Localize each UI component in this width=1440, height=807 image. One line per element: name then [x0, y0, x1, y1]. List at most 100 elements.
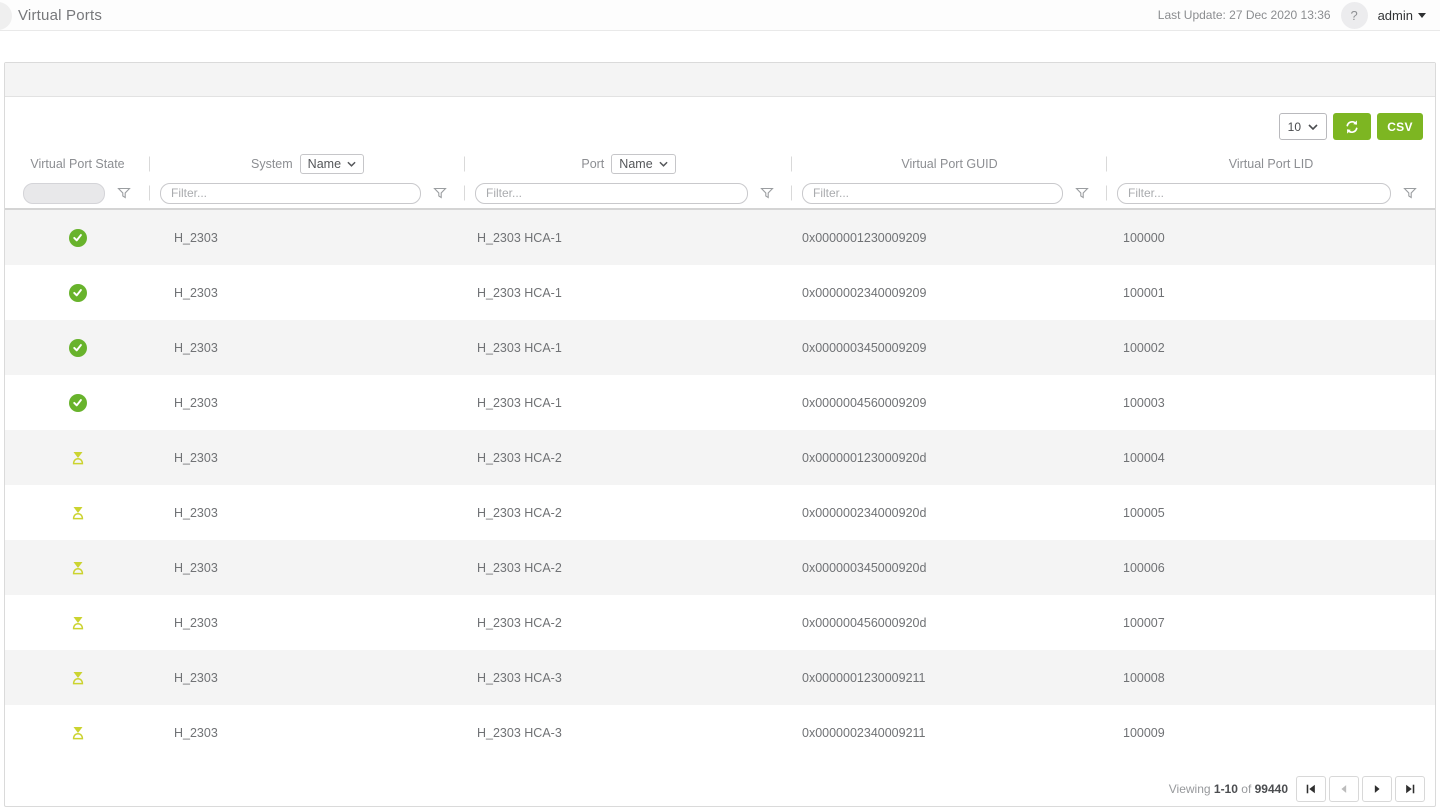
column-header-virtual-port-lid[interactable]: Virtual Port LID — [1228, 157, 1314, 171]
table-row[interactable]: H_2303 H_2303 HCA-1 0x0000002340009209 1… — [5, 265, 1435, 320]
port-cell: H_2303 HCA-2 — [477, 615, 562, 630]
port-cell: H_2303 HCA-2 — [477, 450, 562, 465]
chevron-down-icon — [1418, 12, 1426, 18]
lid-cell: 100008 — [1123, 670, 1165, 685]
port-cell: H_2303 HCA-1 — [477, 285, 562, 300]
port-field-select[interactable]: Name — [611, 154, 676, 174]
last-page-icon — [1406, 784, 1415, 794]
table-row[interactable]: H_2303 H_2303 HCA-2 0x000000345000920d 1… — [5, 540, 1435, 595]
filter-funnel-icon[interactable] — [1075, 187, 1089, 200]
table-header-row: Virtual Port State System Name Port Name… — [5, 150, 1435, 178]
chevron-down-icon — [659, 161, 668, 167]
lid-cell: 100007 — [1123, 615, 1165, 630]
system-cell: H_2303 — [174, 450, 218, 465]
system-cell: H_2303 — [174, 285, 218, 300]
column-header-virtual-port-state[interactable]: Virtual Port State — [5, 150, 150, 178]
table-footer: Viewing 1-10 of 99440 — [5, 760, 1435, 802]
guid-filter-input[interactable] — [802, 182, 1063, 204]
first-page-button[interactable] — [1296, 776, 1326, 802]
guid-cell: 0x0000002340009211 — [802, 725, 926, 740]
system-cell: H_2303 — [174, 340, 218, 355]
question-mark-icon: ? — [1350, 7, 1358, 23]
table-row[interactable]: H_2303 H_2303 HCA-1 0x0000004560009209 1… — [5, 375, 1435, 430]
state-pending-hourglass-icon — [69, 449, 87, 467]
filter-funnel-icon[interactable] — [760, 187, 774, 200]
help-button[interactable]: ? — [1340, 1, 1368, 29]
filter-funnel-icon[interactable] — [117, 187, 131, 200]
guid-cell: 0x000000123000920d — [802, 450, 927, 465]
export-csv-button[interactable]: CSV — [1377, 113, 1423, 140]
filter-cell-port — [465, 178, 792, 208]
lid-cell: 100003 — [1123, 395, 1165, 410]
top-bar: Virtual Ports Last Update: 27 Dec 2020 1… — [0, 0, 1440, 31]
column-header-virtual-port-guid[interactable]: Virtual Port GUID — [792, 150, 1107, 178]
next-page-button[interactable] — [1362, 776, 1392, 802]
filter-funnel-icon[interactable] — [433, 187, 447, 200]
viewing-range: 1-10 — [1213, 782, 1238, 796]
port-cell: H_2303 HCA-3 — [477, 725, 562, 740]
guid-cell: 0x0000001230009211 — [802, 670, 926, 685]
state-pending-hourglass-icon — [69, 724, 87, 742]
system-cell: H_2303 — [174, 230, 218, 245]
system-cell: H_2303 — [174, 670, 218, 685]
lid-filter-input[interactable] — [1117, 182, 1391, 204]
state-pending-hourglass-icon — [69, 669, 87, 687]
system-cell: H_2303 — [174, 725, 218, 740]
first-page-icon — [1306, 784, 1315, 794]
filter-cell-guid — [792, 178, 1107, 208]
guid-cell: 0x0000003450009209 — [802, 340, 927, 355]
filter-cell-state — [5, 178, 150, 208]
lid-cell: 100005 — [1123, 505, 1165, 520]
last-page-button[interactable] — [1395, 776, 1425, 802]
system-field-select[interactable]: Name — [299, 154, 365, 174]
page-title: Virtual Ports — [18, 6, 103, 24]
port-cell: H_2303 HCA-1 — [477, 340, 562, 355]
sidebar-toggle-icon[interactable] — [0, 2, 12, 30]
page-size-select[interactable]: 10 — [1278, 113, 1327, 140]
port-cell: H_2303 HCA-1 — [477, 395, 562, 410]
user-menu[interactable]: admin — [1378, 8, 1426, 23]
lid-cell: 100009 — [1123, 725, 1165, 740]
lid-cell: 100001 — [1123, 285, 1165, 300]
table-row[interactable]: H_2303 H_2303 HCA-3 0x0000002340009211 1… — [5, 705, 1435, 760]
table-row[interactable]: H_2303 H_2303 HCA-1 0x0000001230009209 1… — [5, 210, 1435, 265]
state-active-icon — [68, 228, 87, 247]
column-header-system[interactable]: System Name — [150, 150, 465, 178]
port-cell: H_2303 HCA-2 — [477, 560, 562, 575]
previous-page-icon — [1341, 785, 1347, 793]
guid-cell: 0x0000002340009209 — [802, 285, 927, 300]
table-row[interactable]: H_2303 H_2303 HCA-2 0x000000234000920d 1… — [5, 485, 1435, 540]
next-page-icon — [1374, 785, 1380, 793]
table-row[interactable]: H_2303 H_2303 HCA-1 0x0000003450009209 1… — [5, 320, 1435, 375]
port-filter-input[interactable] — [475, 182, 748, 204]
table-filter-row — [5, 178, 1435, 210]
table-row[interactable]: H_2303 H_2303 HCA-2 0x000000456000920d 1… — [5, 595, 1435, 650]
refresh-button[interactable] — [1333, 113, 1371, 140]
viewing-total: 99440 — [1254, 782, 1288, 796]
table-row[interactable]: H_2303 H_2303 HCA-3 0x0000001230009211 1… — [5, 650, 1435, 705]
previous-page-button[interactable] — [1329, 776, 1359, 802]
state-active-icon — [68, 338, 87, 357]
state-pending-hourglass-icon — [69, 504, 87, 522]
virtual-ports-panel: 10 CSV Virtual Port State System Name Po — [4, 62, 1436, 807]
column-header-port[interactable]: Port Name — [465, 150, 792, 178]
system-cell: H_2303 — [174, 395, 218, 410]
system-filter-input[interactable] — [160, 182, 421, 204]
last-update-label: Last Update: 27 Dec 2020 13:36 — [1157, 8, 1331, 22]
guid-cell: 0x0000004560009209 — [802, 395, 927, 410]
refresh-icon — [1346, 119, 1358, 134]
state-active-icon — [68, 393, 87, 412]
state-pending-hourglass-icon — [69, 614, 87, 632]
table-row[interactable]: H_2303 H_2303 HCA-2 0x000000123000920d 1… — [5, 430, 1435, 485]
table-toolbar: 10 CSV — [5, 113, 1423, 140]
pagination-controls — [1296, 776, 1425, 802]
guid-cell: 0x0000001230009209 — [802, 230, 927, 245]
system-cell: H_2303 — [174, 505, 218, 520]
state-active-icon — [68, 283, 87, 302]
table-body: H_2303 H_2303 HCA-1 0x0000001230009209 1… — [5, 210, 1435, 760]
system-cell: H_2303 — [174, 560, 218, 575]
page-size-value: 10 — [1287, 119, 1301, 134]
filter-cell-system — [150, 178, 465, 208]
filter-funnel-icon[interactable] — [1403, 187, 1417, 200]
port-cell: H_2303 HCA-2 — [477, 505, 562, 520]
